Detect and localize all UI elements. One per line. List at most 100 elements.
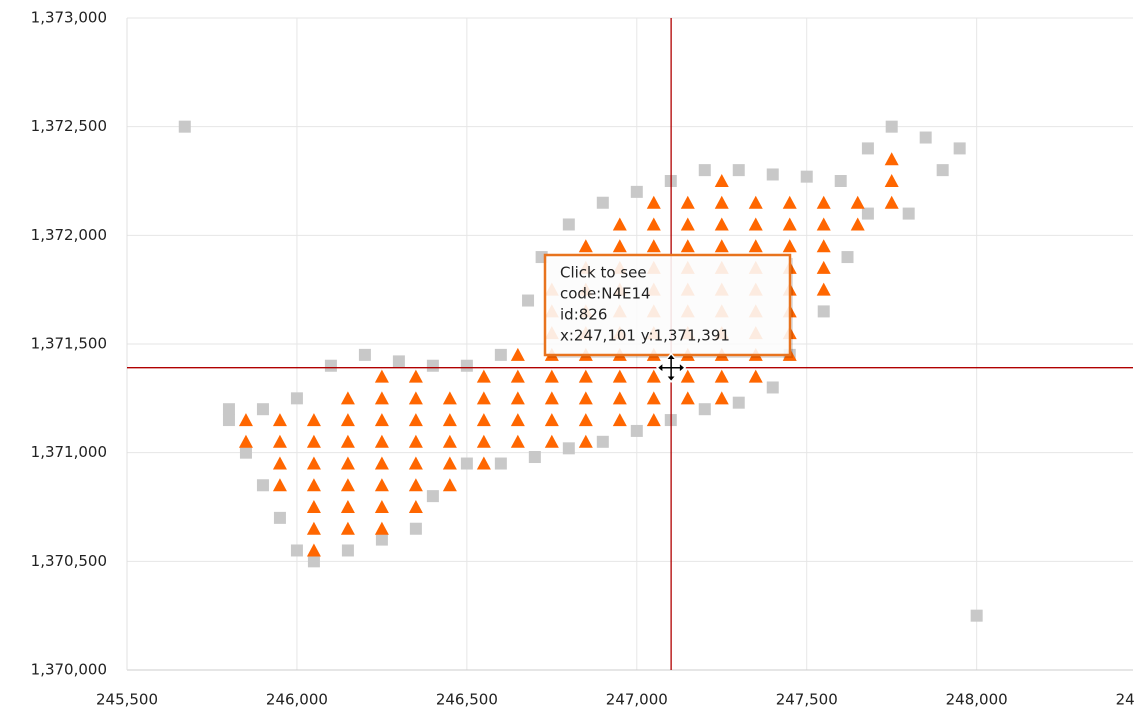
point — [714, 239, 729, 253]
point — [306, 434, 321, 448]
point — [476, 456, 491, 470]
point — [861, 142, 874, 155]
point — [408, 434, 423, 448]
point — [698, 403, 711, 416]
marks — [178, 120, 983, 622]
point — [612, 239, 627, 253]
y-tick-label: 1,371,000 — [31, 443, 107, 461]
point — [544, 413, 559, 427]
x-tick-label: 247,000 — [606, 691, 668, 709]
y-tick-label: 1,372,500 — [31, 117, 107, 135]
point — [272, 478, 287, 492]
point — [256, 403, 269, 416]
point — [936, 164, 949, 177]
point — [256, 479, 269, 492]
point — [578, 239, 593, 253]
point — [850, 217, 865, 231]
x-tick-label: 245,500 — [96, 691, 158, 709]
point — [816, 239, 831, 253]
point — [374, 521, 389, 535]
point — [816, 195, 831, 209]
point — [698, 164, 711, 177]
point — [374, 413, 389, 427]
y-tick-label: 1,370,500 — [31, 552, 107, 570]
point — [782, 239, 797, 253]
point — [460, 457, 473, 470]
point — [902, 207, 915, 220]
x-tick-label: 246,500 — [436, 691, 498, 709]
point — [612, 217, 627, 231]
point — [340, 500, 355, 513]
tooltip-line: code:N4E14 — [560, 285, 651, 303]
point — [510, 391, 525, 405]
tooltip[interactable]: Click to see code:N4E14 id:826 x:247,101 y:… — [543, 253, 793, 383]
point — [340, 413, 355, 427]
point — [426, 359, 439, 372]
x-tick-label: 247,500 — [776, 691, 838, 709]
point — [680, 217, 695, 231]
point — [374, 478, 389, 492]
x-tick-label: 246,000 — [266, 691, 328, 709]
point — [861, 207, 874, 220]
cursor — [655, 352, 687, 383]
point — [850, 195, 865, 209]
point — [358, 348, 371, 361]
point — [374, 500, 389, 513]
point — [612, 369, 627, 383]
point — [510, 434, 525, 448]
point — [766, 381, 779, 394]
point — [816, 282, 831, 296]
y-tick-label: 1,373,000 — [31, 9, 107, 27]
point — [646, 369, 661, 383]
point — [374, 391, 389, 405]
point — [578, 369, 593, 383]
point — [476, 369, 491, 383]
point — [646, 239, 661, 253]
point — [680, 391, 695, 405]
point — [306, 478, 321, 492]
point — [408, 456, 423, 470]
point — [324, 359, 337, 372]
point — [494, 457, 507, 470]
point — [290, 392, 303, 405]
point — [816, 260, 831, 274]
point — [374, 369, 389, 383]
point — [612, 391, 627, 405]
point — [476, 434, 491, 448]
point — [306, 521, 321, 535]
point — [562, 218, 575, 231]
cursor-icon — [655, 352, 687, 383]
x-tick-label: 248,000 — [946, 691, 1008, 709]
point — [178, 120, 191, 133]
point — [885, 120, 898, 133]
point — [884, 195, 899, 209]
x-tick-label: 248,500 — [1116, 691, 1135, 709]
point — [375, 533, 388, 546]
point — [392, 355, 405, 368]
point — [841, 251, 854, 264]
point — [766, 168, 779, 181]
point — [646, 217, 661, 231]
point — [222, 414, 235, 427]
point — [340, 478, 355, 492]
point — [544, 391, 559, 405]
point — [442, 434, 457, 448]
point — [408, 413, 423, 427]
point — [646, 391, 661, 405]
point — [510, 413, 525, 427]
point — [340, 391, 355, 405]
tooltip-box — [543, 253, 792, 357]
point — [714, 391, 729, 405]
point — [528, 451, 541, 464]
point — [800, 170, 813, 183]
point — [748, 369, 763, 383]
point — [817, 305, 830, 318]
point — [340, 434, 355, 448]
point — [884, 174, 899, 187]
grid: 1,370,000 1,370,500 1,371,000 1,371,500 1,37… — [31, 9, 1135, 709]
point — [646, 195, 661, 209]
point — [714, 195, 729, 209]
point — [442, 478, 457, 492]
point — [442, 456, 457, 470]
